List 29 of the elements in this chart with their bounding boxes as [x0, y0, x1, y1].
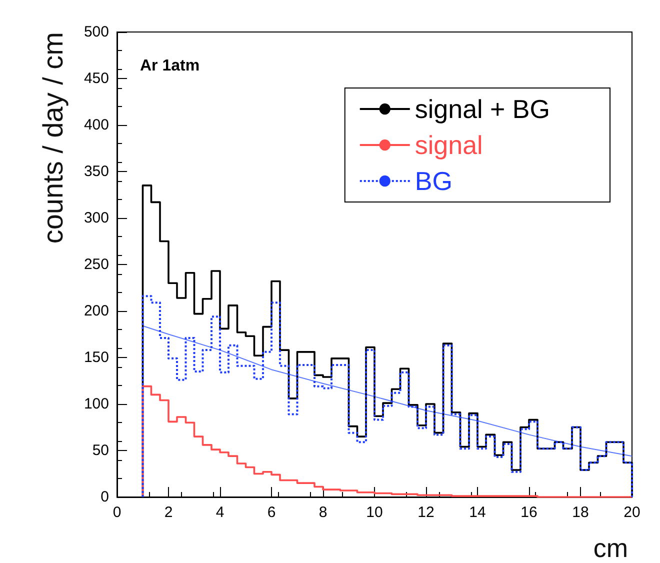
x-tick-label: 14	[469, 504, 486, 521]
annotation: Ar 1atm	[140, 58, 200, 74]
legend-label: BG	[414, 166, 452, 196]
x-tick-label: 6	[267, 504, 276, 521]
x-tick-label: 12	[418, 504, 434, 521]
y-tick-label: 350	[84, 163, 109, 180]
x-tick-label: 2	[164, 504, 173, 521]
y-tick-label: 200	[84, 302, 109, 320]
x-tick-label: 16	[520, 504, 538, 521]
x-tick-label: 8	[318, 504, 328, 521]
y-tick-label: 300	[84, 210, 109, 226]
x-tick-label: 0	[112, 504, 122, 521]
y-tick-label: 500	[84, 24, 109, 40]
y-tick-label: 450	[84, 70, 109, 87]
legend-label: signal + BG	[414, 94, 550, 124]
x-tick-label: 4	[216, 504, 224, 521]
legend-label: signal	[414, 130, 483, 160]
y-axis-title: counts / day / cm	[38, 32, 68, 244]
x-axis-title: cm	[593, 533, 628, 563]
y-tick-label: 150	[84, 349, 109, 366]
y-tick-label: 0	[100, 488, 109, 506]
x-tick-label: 20	[624, 504, 640, 521]
x-tick-label: 10	[366, 504, 383, 521]
y-tick-label: 400	[84, 116, 109, 134]
y-tick-label: 100	[84, 396, 109, 412]
x-tick-label: 18	[572, 504, 589, 521]
line-series	[142, 325, 632, 457]
y-tick-label: 50	[92, 442, 109, 459]
y-tick-label: 250	[84, 256, 109, 273]
